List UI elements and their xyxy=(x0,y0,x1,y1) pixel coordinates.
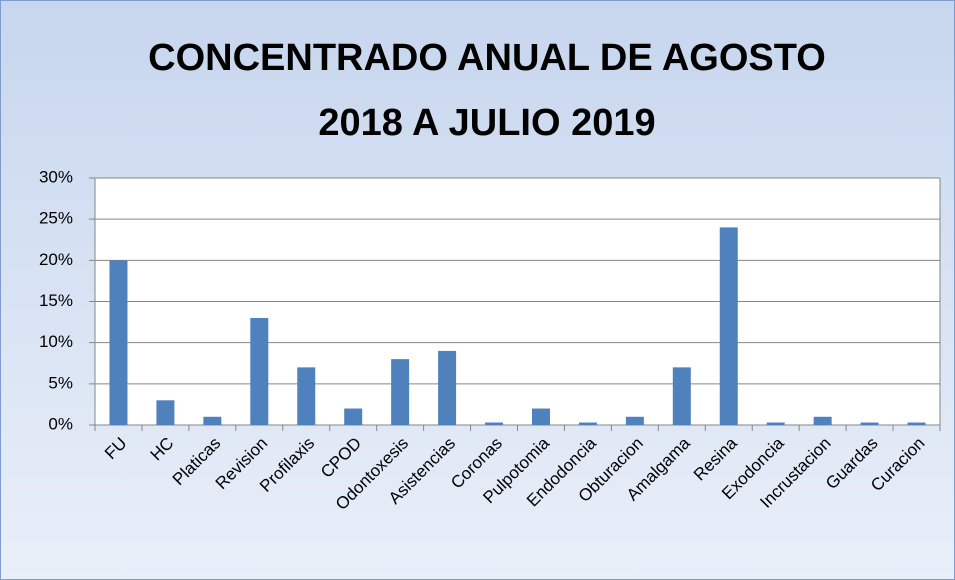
y-tick-label: 10% xyxy=(39,332,73,351)
chart-title: CONCENTRADO ANUAL DE AGOSTO xyxy=(148,37,826,79)
bar xyxy=(719,227,738,425)
y-tick-label: 20% xyxy=(39,250,73,269)
bar xyxy=(907,422,926,425)
bar xyxy=(531,408,550,425)
bar xyxy=(344,408,363,425)
bar xyxy=(203,416,222,425)
y-tick-label: 5% xyxy=(48,373,73,392)
bar xyxy=(438,350,457,425)
bar xyxy=(766,422,785,425)
y-tick-label: 25% xyxy=(39,209,73,228)
bar xyxy=(672,367,691,425)
y-tick-label: 0% xyxy=(48,414,73,433)
bar xyxy=(578,422,597,425)
bar xyxy=(391,359,410,425)
bar xyxy=(109,260,128,425)
bar xyxy=(485,422,504,425)
y-tick-label: 15% xyxy=(39,291,73,310)
y-tick-label: 30% xyxy=(39,167,73,186)
chart-title: 2018 A JULIO 2019 xyxy=(318,102,655,144)
bar xyxy=(625,416,644,425)
bar xyxy=(860,422,879,425)
bar xyxy=(297,367,316,425)
bar xyxy=(156,400,175,425)
bar xyxy=(250,317,269,425)
bar xyxy=(813,416,832,425)
